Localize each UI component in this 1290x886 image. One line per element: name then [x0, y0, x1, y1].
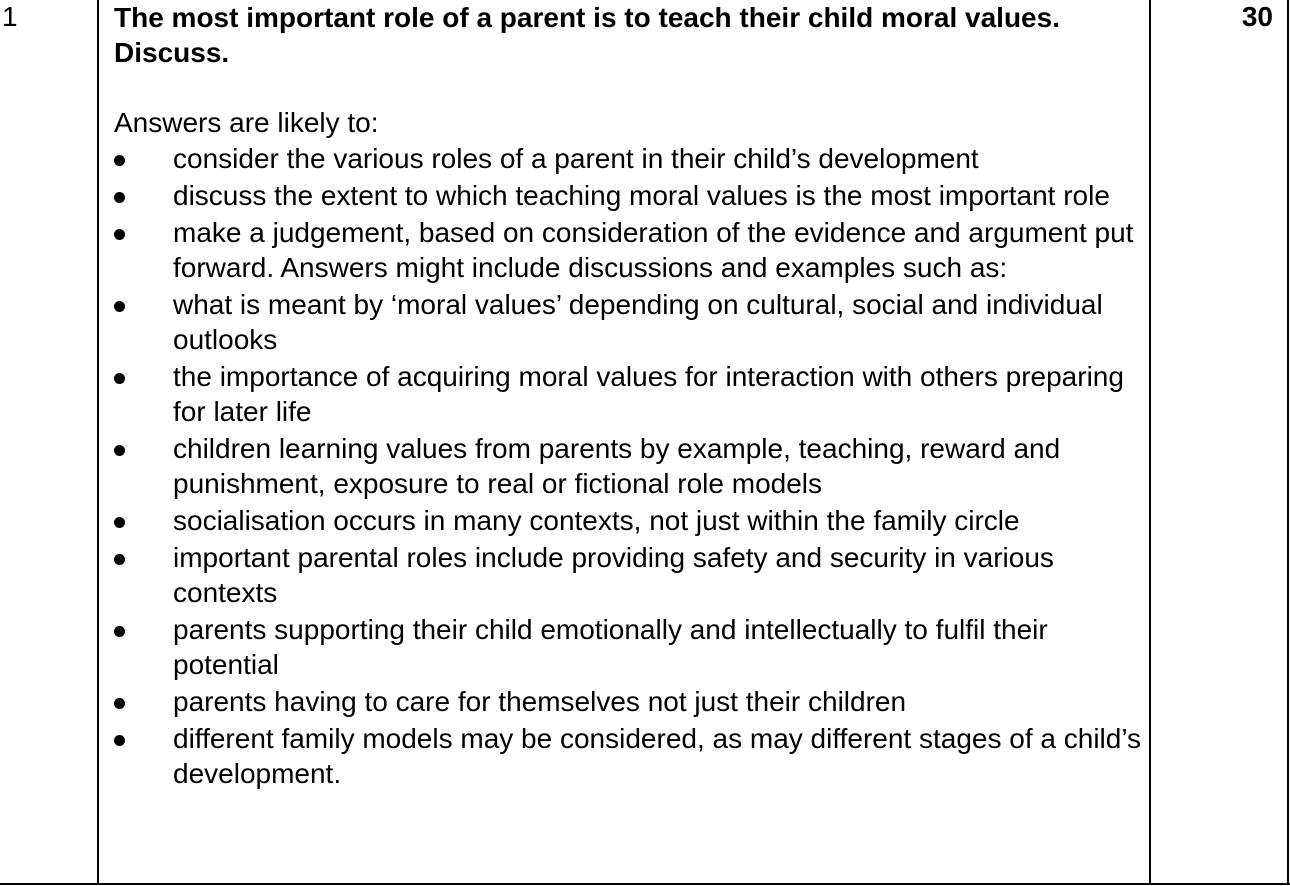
row-bottom-border	[0, 883, 1290, 885]
answers-intro: Answers are likely to:	[114, 107, 379, 138]
list-item: different family models may be considere…	[114, 721, 1144, 791]
question-text: The most important role of a parent is t…	[114, 2, 1060, 68]
marks-value: 30	[1241, 1, 1273, 32]
bullet-icon	[114, 229, 125, 240]
point-text: parents supporting their child emotional…	[173, 614, 1048, 680]
guidance-cell: The most important role of a parent is t…	[114, 0, 1144, 793]
answer-points-list: consider the various roles of a parent i…	[114, 141, 1144, 791]
column-divider-marks	[1149, 0, 1151, 884]
list-item: socialisation occurs in many contexts, n…	[114, 503, 1144, 538]
list-item: make a judgement, based on consideration…	[114, 215, 1144, 285]
bullet-icon	[114, 192, 125, 203]
bullet-icon	[114, 517, 125, 528]
list-item: discuss the extent to which teaching mor…	[114, 178, 1144, 213]
point-text: the importance of acquiring moral values…	[173, 361, 1124, 427]
point-text: discuss the extent to which teaching mor…	[173, 180, 1110, 211]
list-item: important parental roles include providi…	[114, 540, 1144, 610]
list-item: what is meant by ‘moral values’ dependin…	[114, 287, 1144, 357]
point-text: socialisation occurs in many contexts, n…	[173, 505, 1020, 536]
point-text: important parental roles include providi…	[173, 542, 1054, 608]
bullet-icon	[114, 554, 125, 565]
point-text: different family models may be considere…	[173, 723, 1142, 789]
bullet-icon	[114, 301, 125, 312]
column-divider-right	[1287, 0, 1289, 884]
point-text: what is meant by ‘moral values’ dependin…	[173, 289, 1103, 355]
point-text: parents having to care for themselves no…	[173, 686, 907, 717]
bullet-icon	[114, 373, 125, 384]
list-item: parents supporting their child emotional…	[114, 612, 1144, 682]
point-text: consider the various roles of a parent i…	[173, 143, 979, 174]
bullet-icon	[114, 445, 125, 456]
list-item: parents having to care for themselves no…	[114, 684, 1144, 719]
bullet-icon	[114, 735, 125, 746]
column-divider-left	[97, 0, 99, 884]
point-text: children learning values from parents by…	[173, 433, 1061, 499]
point-text: make a judgement, based on consideration…	[173, 217, 1134, 283]
question-number: 1	[2, 1, 18, 32]
bullet-icon	[114, 626, 125, 637]
list-item: children learning values from parents by…	[114, 431, 1144, 501]
list-item: consider the various roles of a parent i…	[114, 141, 1144, 176]
bullet-icon	[114, 155, 125, 166]
bullet-icon	[114, 698, 125, 709]
list-item: the importance of acquiring moral values…	[114, 359, 1144, 429]
